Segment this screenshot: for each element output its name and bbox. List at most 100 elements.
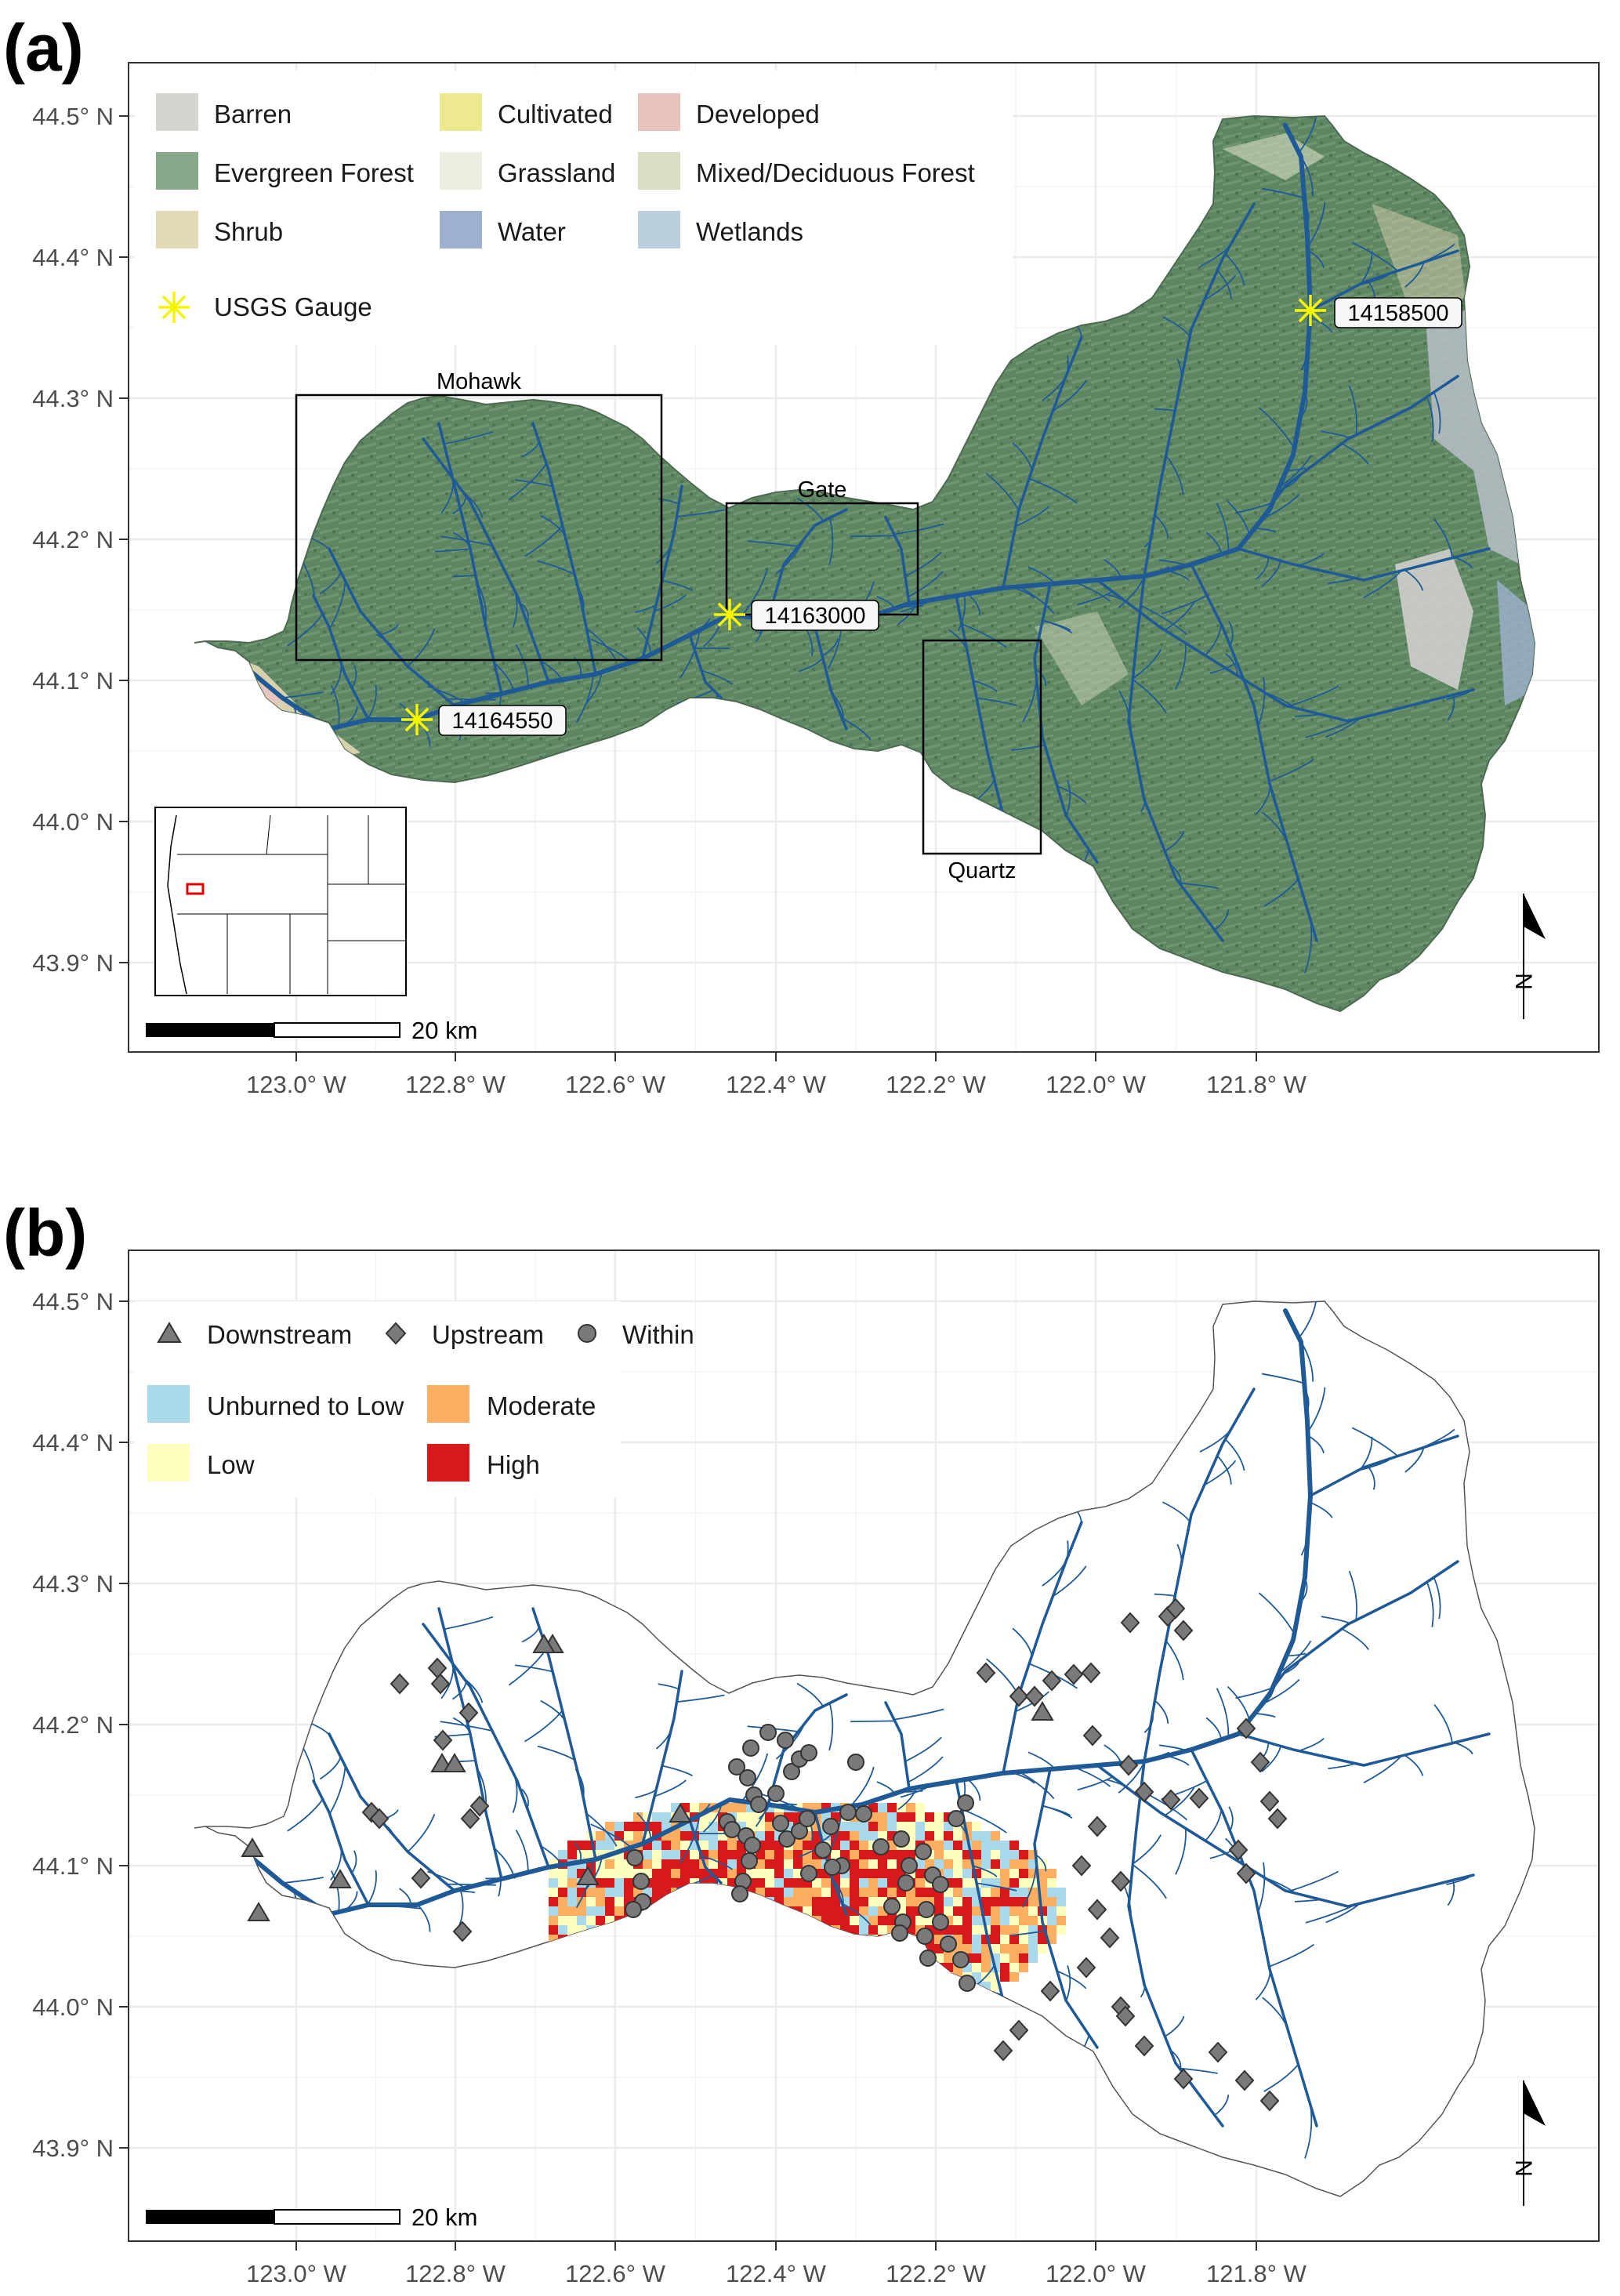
burn-cell bbox=[953, 1831, 962, 1841]
stream bbox=[444, 1616, 494, 1630]
site-upstream bbox=[433, 1729, 453, 1751]
burn-cell bbox=[944, 1850, 953, 1859]
burn-cell bbox=[934, 1822, 944, 1831]
burn-cell bbox=[1000, 1906, 1009, 1916]
site-upstream bbox=[1234, 2069, 1255, 2091]
stream bbox=[1065, 1964, 1071, 2001]
burn-cell bbox=[1056, 1888, 1066, 1897]
y-tick-label: 44.4° N bbox=[32, 1429, 114, 1456]
stream bbox=[1042, 374, 1067, 401]
tributary bbox=[767, 1693, 848, 1806]
stream bbox=[1132, 649, 1162, 680]
burn-cell bbox=[1038, 1935, 1047, 1944]
stream bbox=[1154, 1699, 1169, 1724]
tributary bbox=[814, 626, 848, 731]
stream bbox=[1199, 244, 1231, 267]
burn-cell bbox=[709, 1812, 718, 1822]
svg-text:Water: Water bbox=[498, 217, 566, 246]
burn-cell bbox=[1019, 1859, 1028, 1869]
burn-cell bbox=[661, 1841, 671, 1850]
burn-cell bbox=[690, 1859, 699, 1869]
burn-cell bbox=[1028, 1953, 1038, 1963]
stream bbox=[1077, 590, 1113, 606]
stream bbox=[1302, 1577, 1308, 1601]
y-tick-label: 44.5° N bbox=[32, 1288, 114, 1315]
stream bbox=[1118, 576, 1145, 608]
burn-cell bbox=[633, 1822, 643, 1831]
site-downstream bbox=[241, 1837, 264, 1857]
stream bbox=[1367, 1465, 1375, 1490]
burn-cell bbox=[643, 1850, 652, 1859]
burn-cell bbox=[652, 1841, 661, 1850]
stream bbox=[330, 1870, 340, 1913]
panel-a-x-axis: 123.0° W 122.8° W 122.6° W 122.4° W 122.2° W… bbox=[246, 1052, 1307, 1098]
stream bbox=[1300, 156, 1314, 197]
burn-cell bbox=[614, 1841, 624, 1850]
burn-cell bbox=[859, 1869, 868, 1878]
tributary bbox=[641, 1670, 683, 1845]
x-tick-label: 121.8° W bbox=[1206, 1071, 1307, 1098]
stream bbox=[1300, 1341, 1314, 1382]
stream bbox=[1140, 604, 1188, 636]
stream bbox=[1255, 1971, 1271, 2000]
site-within bbox=[883, 1898, 901, 1915]
burn-cell bbox=[868, 1906, 878, 1916]
svg-text:Shrub: Shrub bbox=[214, 217, 283, 246]
burn-cell bbox=[991, 1916, 1000, 1925]
burn-cell bbox=[652, 1850, 661, 1859]
burn-cell bbox=[737, 1803, 746, 1812]
stream bbox=[973, 1865, 998, 1877]
y-tick-label: 44.1° N bbox=[32, 667, 114, 695]
burn-cell bbox=[774, 1878, 784, 1888]
burn-cell bbox=[605, 1878, 614, 1888]
burn-cell bbox=[840, 1841, 850, 1850]
stream bbox=[328, 579, 346, 629]
burn-cell bbox=[567, 1878, 577, 1888]
stream bbox=[1321, 430, 1350, 439]
burn-cell bbox=[596, 1906, 605, 1916]
stream bbox=[1224, 253, 1245, 286]
burn-cell bbox=[850, 1916, 859, 1925]
stream bbox=[1294, 713, 1321, 717]
stream bbox=[1077, 1776, 1113, 1791]
stream bbox=[1269, 1943, 1314, 1968]
burn-cell bbox=[549, 1878, 558, 1888]
stream bbox=[446, 1883, 496, 1886]
site-upstream bbox=[1071, 1855, 1092, 1877]
burn-cell bbox=[840, 1916, 850, 1925]
stream bbox=[1341, 443, 1369, 465]
burn-cell bbox=[1019, 1944, 1028, 1953]
site-downstream bbox=[576, 1866, 600, 1885]
burn-cell bbox=[643, 1859, 652, 1869]
stream bbox=[1161, 594, 1208, 615]
stream bbox=[540, 1699, 566, 1721]
tributary bbox=[437, 1607, 503, 1881]
burn-cell bbox=[774, 1888, 784, 1897]
site-within bbox=[777, 1732, 794, 1749]
stream bbox=[1433, 1576, 1441, 1620]
site-within bbox=[772, 1815, 789, 1832]
tributary bbox=[1096, 1764, 1475, 1908]
site-upstream bbox=[1228, 1839, 1249, 1861]
panel-b-x-axis: 123.0° W 122.8° W 122.6° W 122.4° W 122.2° W… bbox=[246, 2241, 1307, 2287]
burn-cell bbox=[567, 1925, 577, 1935]
tributary bbox=[1143, 202, 1256, 578]
y-tick-label: 44.0° N bbox=[32, 808, 114, 836]
stream bbox=[1257, 1862, 1266, 1913]
burn-cell bbox=[1000, 1963, 1009, 1972]
stream bbox=[1209, 662, 1238, 674]
burn-cell bbox=[972, 1944, 981, 1953]
stream bbox=[1262, 811, 1288, 843]
burn-cell bbox=[624, 1831, 633, 1841]
burn-cell bbox=[633, 1812, 643, 1822]
stream bbox=[1166, 1754, 1190, 1766]
stream bbox=[1300, 1513, 1310, 1556]
burn-cell bbox=[962, 1869, 972, 1878]
y-tick-label: 44.3° N bbox=[32, 385, 114, 412]
stream bbox=[1328, 577, 1356, 585]
stream bbox=[454, 1890, 476, 1894]
burn-cell bbox=[962, 1944, 972, 1953]
burn-cell bbox=[784, 1878, 793, 1888]
site-upstream bbox=[1076, 1957, 1096, 1979]
stream bbox=[380, 624, 399, 636]
